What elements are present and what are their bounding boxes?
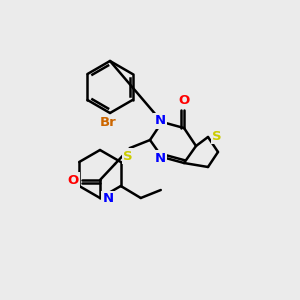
Text: Br: Br [100, 116, 116, 130]
Text: O: O [68, 173, 79, 187]
Text: N: N [154, 115, 166, 128]
Text: O: O [178, 94, 190, 107]
Text: S: S [212, 130, 222, 142]
Text: S: S [123, 149, 133, 163]
Text: N: N [102, 193, 114, 206]
Text: N: N [154, 152, 166, 164]
